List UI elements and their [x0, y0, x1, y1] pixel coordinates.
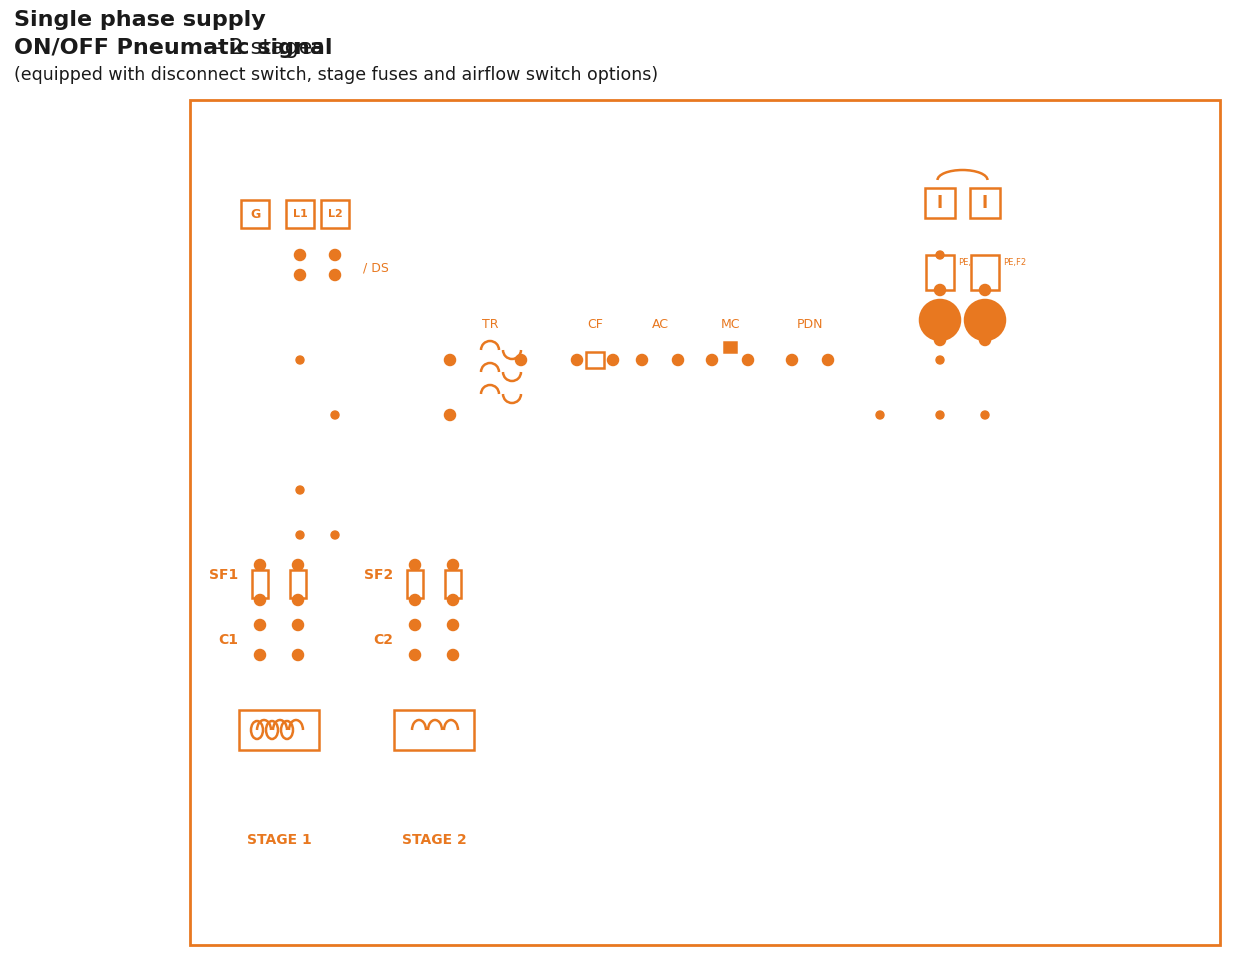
Text: PDN: PDN — [797, 319, 823, 331]
Circle shape — [608, 355, 618, 365]
Text: C1: C1 — [219, 633, 239, 647]
Text: CF: CF — [587, 319, 603, 331]
Circle shape — [296, 486, 304, 494]
Text: ON/OFF Pneumatic signal: ON/OFF Pneumatic signal — [14, 38, 332, 58]
Circle shape — [448, 595, 458, 605]
Circle shape — [330, 250, 340, 260]
Circle shape — [448, 650, 458, 660]
Text: SF2: SF2 — [363, 568, 393, 582]
Circle shape — [410, 620, 420, 630]
Bar — [393, 710, 475, 750]
Circle shape — [637, 355, 647, 365]
Bar — [445, 570, 461, 598]
Text: (equipped with disconnect switch, stage fuses and airflow switch options): (equipped with disconnect switch, stage … — [14, 66, 658, 84]
Bar — [970, 188, 1000, 218]
Bar — [926, 255, 954, 290]
Circle shape — [255, 560, 265, 570]
Bar — [321, 200, 348, 228]
Circle shape — [936, 335, 945, 345]
Circle shape — [572, 355, 582, 365]
Circle shape — [331, 411, 338, 419]
Circle shape — [673, 355, 683, 365]
Circle shape — [936, 411, 944, 419]
Circle shape — [294, 560, 304, 570]
Circle shape — [936, 285, 945, 295]
Circle shape — [410, 650, 420, 660]
Text: / DS: / DS — [363, 262, 388, 274]
Circle shape — [294, 650, 304, 660]
Bar — [586, 352, 605, 368]
Circle shape — [936, 356, 944, 364]
Circle shape — [255, 650, 265, 660]
Text: PE,F1: PE,F1 — [958, 259, 982, 268]
Circle shape — [980, 285, 990, 295]
Circle shape — [295, 270, 305, 280]
Circle shape — [921, 300, 960, 340]
Circle shape — [295, 250, 305, 260]
Circle shape — [410, 595, 420, 605]
Bar — [926, 188, 955, 218]
Text: SF1: SF1 — [209, 568, 239, 582]
Circle shape — [980, 411, 989, 419]
Circle shape — [823, 355, 833, 365]
Circle shape — [448, 560, 458, 570]
Text: PE,F2: PE,F2 — [1003, 259, 1027, 268]
Bar — [407, 570, 423, 598]
Circle shape — [294, 620, 304, 630]
Circle shape — [294, 595, 304, 605]
Bar — [241, 200, 269, 228]
Text: MC: MC — [721, 319, 739, 331]
Text: Single phase supply: Single phase supply — [14, 10, 266, 30]
Text: AC: AC — [652, 319, 668, 331]
Bar — [970, 255, 999, 290]
Bar — [286, 200, 313, 228]
Text: L2: L2 — [327, 209, 342, 219]
Bar — [724, 342, 736, 352]
Text: G: G — [250, 208, 260, 220]
Bar — [290, 570, 306, 598]
Text: C1: C1 — [932, 314, 948, 327]
Circle shape — [707, 355, 717, 365]
Circle shape — [445, 410, 455, 420]
Circle shape — [936, 251, 944, 259]
Circle shape — [516, 355, 526, 365]
Circle shape — [445, 355, 455, 365]
Text: TR: TR — [482, 319, 498, 331]
Bar — [239, 710, 318, 750]
Circle shape — [331, 531, 338, 539]
Circle shape — [743, 355, 753, 365]
Circle shape — [787, 355, 797, 365]
Text: STAGE 1: STAGE 1 — [246, 833, 311, 847]
Circle shape — [255, 620, 265, 630]
Bar — [190, 100, 1220, 945]
Circle shape — [965, 300, 1005, 340]
Circle shape — [980, 335, 990, 345]
Text: I: I — [937, 194, 943, 212]
Text: C2: C2 — [373, 633, 393, 647]
Text: I: I — [982, 194, 988, 212]
Circle shape — [330, 270, 340, 280]
Circle shape — [448, 620, 458, 630]
Text: C2: C2 — [977, 314, 993, 327]
Circle shape — [876, 411, 884, 419]
Circle shape — [296, 356, 304, 364]
Circle shape — [255, 595, 265, 605]
Circle shape — [410, 560, 420, 570]
Text: L1: L1 — [292, 209, 307, 219]
Bar — [252, 570, 269, 598]
Text: STAGE 2: STAGE 2 — [402, 833, 466, 847]
Text: - 2 stages: - 2 stages — [207, 38, 323, 58]
Circle shape — [296, 531, 304, 539]
